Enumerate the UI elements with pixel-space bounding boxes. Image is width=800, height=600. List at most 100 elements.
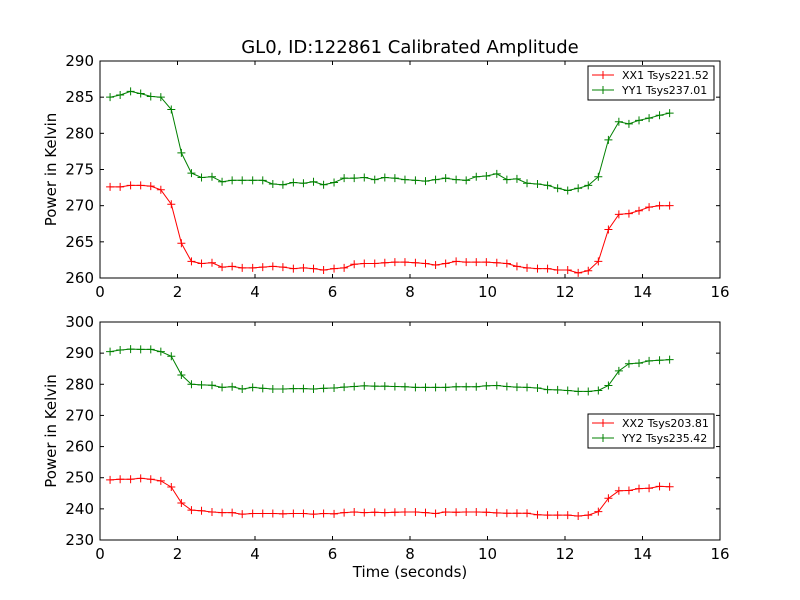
data-point bbox=[390, 508, 399, 517]
data-point bbox=[187, 380, 196, 389]
data-point bbox=[472, 258, 481, 267]
top-subplot: 0 2 4 6 8 10 12 14 16 260 265 270 275 280 285 290 Power … bbox=[42, 52, 730, 301]
data-point bbox=[289, 178, 298, 187]
y-tick-label: 290 bbox=[65, 52, 94, 70]
data-point bbox=[360, 508, 369, 517]
data-point bbox=[248, 509, 257, 518]
data-point bbox=[218, 383, 227, 392]
data-point bbox=[523, 383, 532, 392]
data-point bbox=[319, 180, 328, 189]
data-point bbox=[330, 384, 339, 393]
x-tick-label: 12 bbox=[555, 283, 574, 301]
data-point bbox=[482, 258, 491, 267]
data-point bbox=[411, 176, 420, 185]
y-tick-label: 265 bbox=[65, 233, 94, 251]
data-point bbox=[268, 262, 277, 271]
data-point bbox=[624, 209, 633, 218]
data-point bbox=[441, 259, 450, 268]
data-point bbox=[146, 182, 155, 191]
data-point bbox=[594, 507, 603, 516]
data-point bbox=[126, 345, 135, 354]
data-point bbox=[167, 105, 176, 114]
bottom-subplot: 0 2 4 6 8 10 12 14 16 230 240 250 260 270 280 290 300 Pow… bbox=[42, 313, 730, 581]
data-point bbox=[146, 345, 155, 354]
data-point bbox=[319, 384, 328, 393]
legend-marker bbox=[599, 434, 607, 442]
data-point bbox=[187, 257, 196, 266]
data-point bbox=[482, 381, 491, 390]
data-point bbox=[614, 210, 623, 219]
data-point bbox=[228, 382, 237, 391]
data-point bbox=[218, 263, 227, 272]
data-point bbox=[584, 181, 593, 190]
data-point bbox=[421, 508, 430, 517]
data-point bbox=[462, 382, 471, 391]
data-point bbox=[380, 173, 389, 182]
legend-label: YY1 Tsys237.01 bbox=[621, 84, 707, 97]
data-point bbox=[594, 386, 603, 395]
data-point bbox=[411, 258, 420, 267]
data-point bbox=[228, 262, 237, 271]
data-point bbox=[492, 381, 501, 390]
data-point bbox=[268, 179, 277, 188]
data-point bbox=[309, 510, 318, 519]
data-point bbox=[512, 383, 521, 392]
data-point bbox=[492, 508, 501, 517]
data-point bbox=[350, 174, 359, 183]
data-point bbox=[106, 93, 115, 102]
data-point bbox=[563, 186, 572, 195]
data-point bbox=[390, 258, 399, 267]
data-point bbox=[207, 258, 216, 267]
data-point bbox=[431, 175, 440, 184]
data-point bbox=[614, 366, 623, 375]
data-point bbox=[604, 135, 613, 144]
y-tick-label: 270 bbox=[65, 197, 94, 215]
data-point bbox=[228, 176, 237, 185]
data-point bbox=[156, 476, 165, 485]
data-point bbox=[472, 382, 481, 391]
data-point bbox=[360, 173, 369, 182]
x-tick-label: 0 bbox=[95, 545, 105, 563]
data-point bbox=[452, 175, 461, 184]
data-point bbox=[207, 172, 216, 181]
data-point bbox=[584, 387, 593, 396]
data-point bbox=[156, 93, 165, 102]
data-point bbox=[624, 359, 633, 368]
data-point bbox=[604, 381, 613, 390]
data-point bbox=[309, 264, 318, 273]
data-point bbox=[340, 508, 349, 517]
data-point bbox=[411, 507, 420, 516]
data-point bbox=[136, 89, 145, 98]
data-point bbox=[278, 180, 287, 189]
data-point bbox=[258, 384, 267, 393]
data-point bbox=[126, 181, 135, 190]
data-point bbox=[594, 172, 603, 181]
data-point bbox=[512, 509, 521, 518]
data-point bbox=[462, 176, 471, 185]
data-point bbox=[299, 263, 308, 272]
legend-marker bbox=[599, 71, 607, 79]
legend-label: XX1 Tsys221.52 bbox=[622, 69, 709, 82]
data-point bbox=[248, 176, 257, 185]
data-point bbox=[482, 172, 491, 181]
data-point bbox=[421, 383, 430, 392]
x-tick-label: 6 bbox=[328, 545, 338, 563]
data-point bbox=[238, 263, 247, 272]
data-point bbox=[136, 345, 145, 354]
data-point bbox=[492, 258, 501, 267]
data-point bbox=[502, 175, 511, 184]
data-point bbox=[421, 259, 430, 268]
data-point bbox=[106, 475, 115, 484]
data-point bbox=[533, 510, 542, 519]
data-point bbox=[136, 474, 145, 483]
data-point bbox=[543, 264, 552, 273]
data-point bbox=[441, 174, 450, 183]
data-point bbox=[126, 87, 135, 96]
x-tick-label: 4 bbox=[250, 545, 260, 563]
x-tick-label: 0 bbox=[95, 283, 105, 301]
data-point bbox=[258, 263, 267, 272]
data-point bbox=[207, 507, 216, 516]
data-point bbox=[116, 475, 125, 484]
data-point bbox=[278, 263, 287, 272]
data-point bbox=[156, 185, 165, 194]
